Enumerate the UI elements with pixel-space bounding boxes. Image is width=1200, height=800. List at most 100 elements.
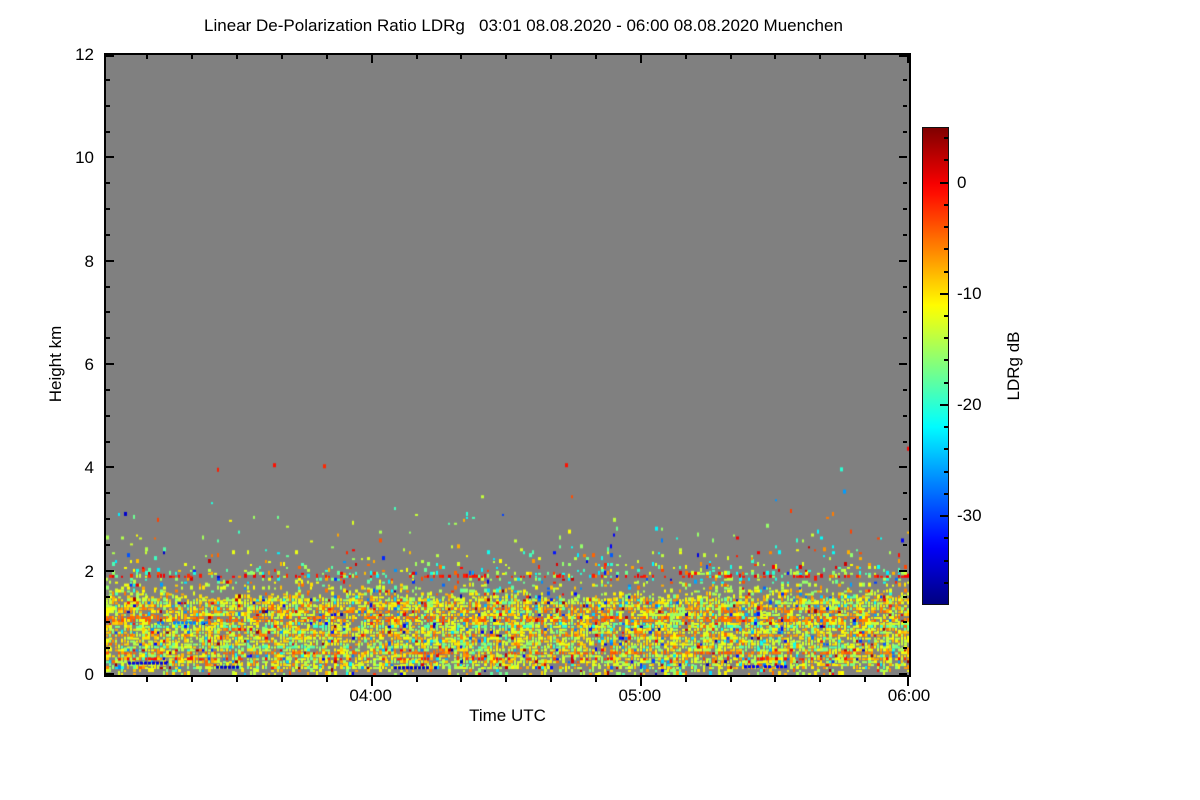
- x-tick-top: [460, 55, 463, 59]
- y-tick-right: [903, 492, 907, 495]
- colorbar-tick-label: -10: [957, 283, 982, 303]
- y-tick-left: [106, 595, 110, 598]
- x-tick-top: [146, 55, 149, 59]
- x-tick-bottom: [594, 677, 597, 682]
- x-tick-bottom: [864, 677, 867, 682]
- x-tick-bottom: [236, 677, 239, 682]
- y-tick-left: [106, 621, 110, 624]
- y-tick-right: [903, 440, 907, 443]
- heatmap-canvas: [106, 55, 909, 675]
- x-tick-top: [729, 55, 732, 59]
- y-tick-right: [899, 363, 907, 365]
- y-tick-left: [106, 647, 110, 650]
- x-tick-bottom: [819, 677, 822, 682]
- y-tick-right: [903, 182, 907, 185]
- x-tick-bottom: [146, 677, 149, 682]
- y-tick-right: [899, 466, 907, 469]
- x-tick-label: 04:00: [349, 686, 392, 705]
- y-tick-right: [903, 337, 907, 340]
- y-axis-label: Height km: [46, 325, 65, 403]
- x-tick-label: 05:00: [618, 686, 662, 705]
- x-tick-bottom: [907, 677, 909, 686]
- y-tick-right: [899, 156, 907, 159]
- y-tick-left: [106, 673, 114, 675]
- colorbar-tick-label: -30: [957, 506, 982, 526]
- y-tick-left: [106, 518, 110, 520]
- colorbar-label: LDRg dB: [1004, 331, 1023, 401]
- x-tick-top: [594, 55, 597, 59]
- x-tick-top: [505, 55, 508, 59]
- colorbar-tick: [944, 426, 948, 429]
- plot-area: [104, 53, 911, 677]
- y-tick-right: [899, 673, 907, 675]
- x-tick-bottom: [550, 677, 553, 682]
- x-tick-label: 06:00: [887, 686, 931, 705]
- x-tick-bottom: [684, 677, 687, 682]
- colorbar-tick: [940, 515, 948, 518]
- x-tick-top: [191, 55, 194, 59]
- y-tick-left: [106, 569, 114, 572]
- x-tick-top: [370, 55, 373, 63]
- y-tick-label: 6: [84, 355, 94, 374]
- x-tick-top: [819, 55, 822, 59]
- y-tick-label: 12: [75, 45, 94, 64]
- y-tick-left: [106, 55, 114, 57]
- colorbar-tick: [944, 337, 948, 340]
- y-tick-right: [903, 130, 907, 133]
- y-tick-right: [903, 208, 907, 210]
- x-tick-bottom: [415, 677, 418, 682]
- colorbar-tick: [944, 226, 948, 229]
- y-tick-right: [903, 233, 907, 236]
- colorbar-tick: [944, 470, 948, 473]
- chart-title: Linear De-Polarization Ratio LDRg 03:01 …: [204, 16, 843, 35]
- y-tick-left: [106, 156, 114, 159]
- colorbar-tick: [944, 270, 948, 273]
- x-tick-bottom: [370, 677, 373, 686]
- x-tick-top: [907, 55, 909, 63]
- colorbar-tick-label: -20: [957, 394, 982, 414]
- y-tick-right: [903, 104, 907, 107]
- colorbar-tick: [944, 314, 948, 317]
- x-tick-top: [550, 55, 553, 59]
- x-tick-top: [280, 55, 283, 59]
- x-tick-top: [415, 55, 418, 59]
- colorbar-tick: [944, 448, 948, 451]
- x-tick-top: [639, 55, 642, 63]
- y-tick-left: [106, 414, 110, 417]
- y-tick-right: [903, 543, 907, 546]
- y-tick-right: [899, 55, 907, 57]
- colorbar-tick: [944, 248, 948, 251]
- colorbar-tick: [944, 137, 948, 140]
- y-tick-left: [106, 259, 114, 262]
- colorbar-tick: [944, 381, 948, 384]
- y-tick-label: 4: [84, 458, 94, 478]
- y-tick-right: [903, 311, 907, 314]
- y-tick-left: [106, 543, 110, 546]
- y-tick-left: [106, 104, 110, 107]
- x-tick-bottom: [639, 677, 642, 686]
- y-tick-right: [899, 259, 907, 262]
- x-axis-label: Time UTC: [469, 706, 546, 725]
- y-tick-left: [106, 337, 110, 340]
- y-tick-left: [106, 311, 110, 314]
- y-tick-left: [106, 233, 110, 236]
- colorbar: [922, 127, 949, 605]
- y-tick-left: [106, 130, 110, 133]
- x-tick-bottom: [191, 677, 194, 682]
- colorbar-tick: [944, 203, 948, 206]
- colorbar-tick: [940, 181, 948, 184]
- y-tick-left: [106, 388, 110, 391]
- y-tick-right: [903, 518, 907, 520]
- y-tick-right: [899, 569, 907, 572]
- colorbar-tick: [944, 492, 948, 495]
- y-tick-label: 2: [84, 561, 94, 581]
- colorbar-tick: [944, 537, 948, 540]
- y-tick-left: [106, 466, 114, 469]
- y-tick-label: 0: [84, 665, 94, 684]
- y-tick-right: [903, 414, 907, 417]
- y-tick-right: [903, 78, 907, 81]
- colorbar-tick: [940, 292, 948, 295]
- colorbar-tick: [944, 159, 948, 162]
- y-tick-right: [903, 285, 907, 288]
